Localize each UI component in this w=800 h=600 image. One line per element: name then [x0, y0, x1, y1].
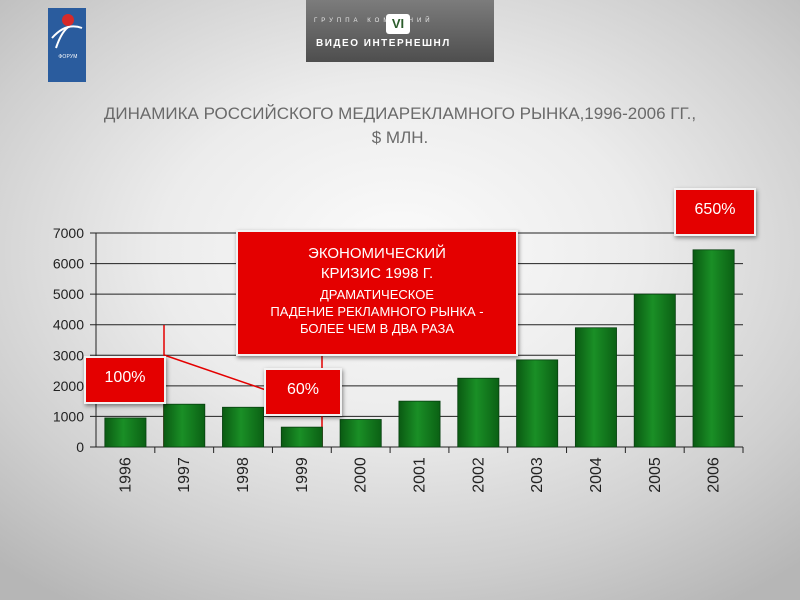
logo-company-name: ВИДЕО ИНТЕРНЕШНЛ: [316, 38, 451, 49]
bar: [457, 377, 500, 448]
y-tick-label: 1000: [53, 408, 84, 424]
y-tick-label: 6000: [53, 256, 84, 272]
x-tick-label: 1999: [294, 457, 311, 493]
y-tick-label: 4000: [53, 317, 84, 333]
y-tick-label: 0: [76, 439, 84, 455]
logo-group-text: ГРУППА КОМПАНИЙ: [314, 18, 434, 24]
x-tick-label: 1996: [117, 457, 134, 493]
y-tick-label: 7000: [53, 225, 84, 241]
growth-650-callout: 650%: [674, 188, 756, 236]
bar: [516, 359, 559, 448]
crisis-line-3: ДРАМАТИЧЕСКОЕ: [320, 287, 434, 302]
bar: [633, 293, 676, 448]
bar: [692, 249, 735, 448]
x-tick-label: 1997: [176, 457, 193, 493]
bar: [104, 417, 147, 448]
forum-logo-swoosh-icon: [51, 25, 83, 49]
x-tick-label: 1998: [235, 457, 252, 493]
y-tick-label: 2000: [53, 378, 84, 394]
bar: [398, 400, 441, 448]
bar: [339, 419, 382, 448]
growth-100-callout: 100%: [84, 356, 166, 404]
crisis-line-4: ПАДЕНИЕ РЕКЛАМНОГО РЫНКА -: [270, 304, 484, 319]
crisis-line-1: ЭКОНОМИЧЕСКИЙ: [308, 245, 446, 262]
x-tick-label: 2000: [353, 457, 370, 493]
drop-60-callout: 60%: [264, 368, 342, 416]
logo-emblem: VI: [386, 14, 410, 34]
bar: [163, 403, 206, 448]
x-tick-label: 2003: [529, 457, 546, 493]
crisis-callout: ЭКОНОМИЧЕСКИЙ КРИЗИС 1998 Г. ДРАМАТИЧЕСК…: [236, 230, 518, 356]
connector-line: [163, 354, 267, 391]
x-tick-label: 2001: [412, 457, 429, 493]
bar: [574, 327, 617, 448]
x-tick-label: 2002: [470, 457, 487, 493]
title-line-2: $ МЛН.: [371, 128, 429, 147]
x-tick-label: 2006: [706, 457, 723, 493]
bar: [222, 406, 265, 448]
forum-logo-text: ФОРУМ: [58, 54, 78, 60]
forum-logo-star-icon: [62, 14, 74, 26]
y-tick-label: 3000: [53, 347, 84, 363]
video-international-logo: ГРУППА КОМПАНИЙ VI ВИДЕО ИНТЕРНЕШНЛ: [306, 0, 494, 62]
bar: [280, 426, 323, 448]
y-tick-label: 5000: [53, 286, 84, 302]
x-tick-label: 2004: [588, 457, 605, 493]
forum-logo: ФОРУМ: [48, 8, 86, 82]
crisis-line-2: КРИЗИС 1998 Г.: [320, 265, 434, 282]
page-title: ДИНАМИКА РОССИЙСКОГО МЕДИАРЕКЛАМНОГО РЫН…: [0, 102, 800, 150]
x-tick-label: 2005: [647, 457, 664, 493]
crisis-line-5: БОЛЕЕ ЧЕМ В ДВА РАЗА: [299, 321, 455, 336]
title-line-1: ДИНАМИКА РОССИЙСКОГО МЕДИАРЕКЛАМНОГО РЫН…: [103, 104, 697, 123]
